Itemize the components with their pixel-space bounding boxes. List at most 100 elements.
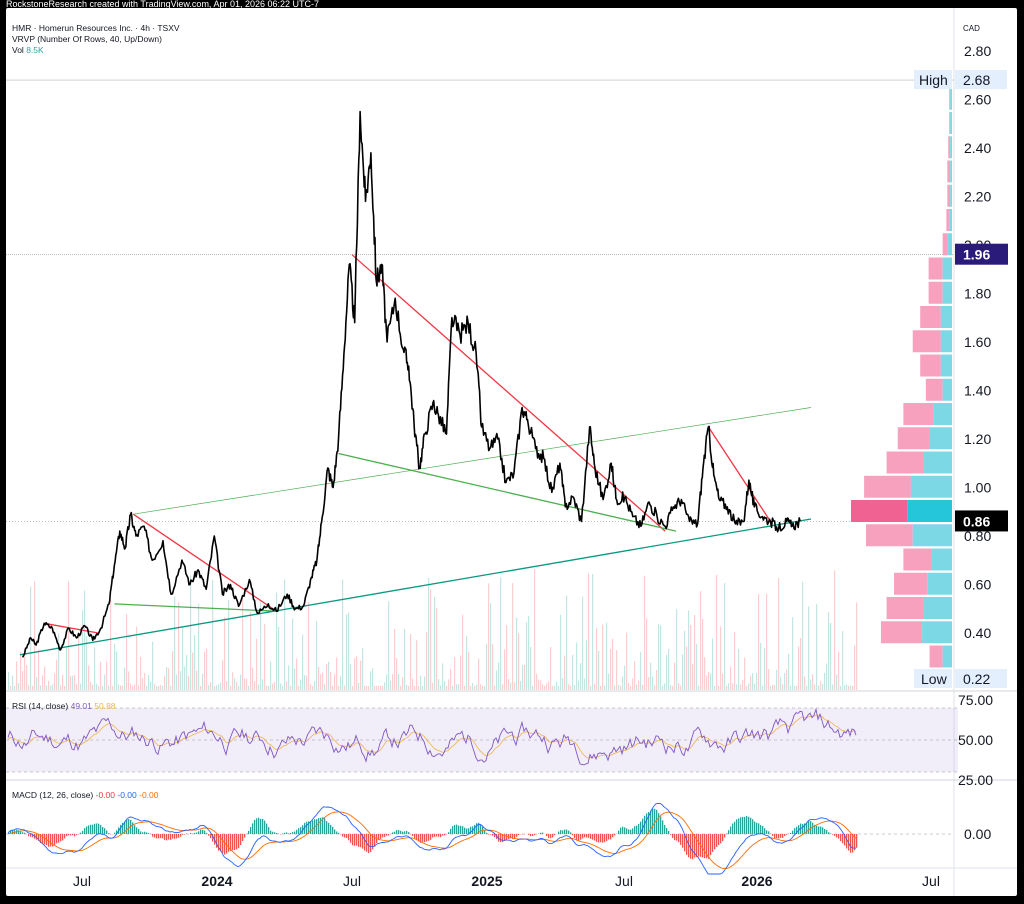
- volume-profile-up-bar: [912, 524, 952, 547]
- volume-bar: [810, 679, 812, 690]
- volume-bar: [596, 627, 598, 690]
- macd-hist-bar: [242, 834, 244, 842]
- macd-hist-bar: [540, 832, 542, 834]
- volume-profile-up-bar: [942, 645, 952, 668]
- macd-hist-bar: [730, 826, 732, 834]
- volume-bar: [796, 685, 798, 690]
- macd-hist-bar: [170, 834, 172, 840]
- volume-profile-down-bar: [894, 572, 928, 595]
- macd-hist-bar: [656, 809, 658, 834]
- macd-hist-bar: [802, 824, 804, 834]
- macd-hist-bar: [40, 834, 42, 844]
- rsi-ma-line: [7, 714, 857, 759]
- price-tick-label: 2.40: [964, 140, 991, 156]
- macd-hist-bar: [218, 834, 220, 851]
- macd-hist-bar: [584, 834, 586, 838]
- macd-hist-bar: [474, 824, 476, 834]
- volume-bar: [506, 625, 508, 690]
- volume-bar: [844, 685, 846, 690]
- macd-hist-bar: [44, 834, 46, 845]
- trendline-green-4: [114, 603, 277, 612]
- macd-hist-bar: [488, 834, 490, 835]
- volume-bar: [838, 651, 840, 690]
- macd-hist-bar: [490, 834, 492, 835]
- volume-bar: [28, 685, 30, 690]
- macd-hist-bar: [350, 834, 352, 843]
- volume-profile-up-bar: [940, 330, 952, 353]
- macd-hist-bar: [692, 834, 694, 860]
- macd-hist-bar: [762, 826, 764, 834]
- volume-bar: [148, 674, 150, 690]
- volume-bar: [74, 675, 76, 690]
- macd-hist-bar: [764, 828, 766, 834]
- macd-hist-bar: [598, 834, 600, 843]
- volume-profile-up-bar: [940, 354, 952, 377]
- volume-bar: [332, 686, 334, 690]
- volume-bar: [188, 675, 190, 690]
- macd-hist-bar: [838, 834, 840, 839]
- trendline-thin-green-6: [133, 407, 812, 515]
- volume-bar: [18, 683, 20, 690]
- volume-bar: [316, 621, 318, 690]
- macd-hist-bar: [650, 810, 652, 834]
- macd-hist-bar: [182, 834, 184, 835]
- macd-hist-bar: [784, 834, 786, 837]
- volume-bar: [260, 602, 262, 690]
- macd-hist-bar: [462, 826, 464, 834]
- volume-bar: [52, 684, 54, 690]
- macd-hist-bar: [506, 834, 508, 840]
- macd-hist-bar: [456, 824, 458, 834]
- macd-hist-bar: [360, 834, 362, 848]
- volume-bar: [674, 662, 676, 690]
- volume-bar: [390, 680, 392, 690]
- volume-profile-down-bar: [920, 354, 941, 377]
- macd-hist-bar: [532, 834, 534, 836]
- volume-bar: [442, 663, 444, 690]
- price-tick-label: 1.20: [964, 431, 991, 447]
- volume-bar: [504, 649, 506, 690]
- volume-bar: [842, 631, 844, 690]
- volume-bar: [802, 581, 804, 690]
- volume-bar: [828, 612, 830, 690]
- volume-bar: [198, 603, 200, 690]
- volume-bar: [770, 685, 772, 690]
- volume-bar: [162, 685, 164, 690]
- volume-bar: [370, 671, 372, 690]
- volume-bar: [752, 673, 754, 690]
- macd-hist-bar: [114, 832, 116, 834]
- volume-bar: [240, 674, 242, 690]
- macd-hist-bar: [136, 827, 138, 834]
- macd-hist-bar: [550, 834, 552, 839]
- macd-hist-bar: [608, 834, 610, 840]
- macd-signal-line: [7, 811, 857, 870]
- macd-hist-bar: [154, 834, 156, 838]
- time-tick-label: 2026: [741, 873, 772, 889]
- volume-bar: [792, 617, 794, 690]
- chart-canvas[interactable]: CAD2.802.602.402.202.001.801.601.401.201…: [6, 8, 1017, 896]
- chart-svg[interactable]: CAD2.802.602.402.202.001.801.601.401.201…: [6, 8, 1017, 896]
- macd-value-hist: -0.00: [95, 790, 115, 800]
- volume-bar: [758, 593, 760, 690]
- macd-hist-bar: [230, 834, 232, 851]
- volume-profile-down-bar: [928, 281, 943, 304]
- volume-bar: [814, 684, 816, 690]
- volume-bar: [738, 648, 740, 690]
- volume-bar: [492, 644, 494, 690]
- macd-hist-bar: [76, 834, 78, 836]
- volume-bar: [342, 579, 344, 690]
- volume-bar: [34, 581, 36, 690]
- volume-bar: [184, 666, 186, 690]
- macd-hist-bar: [774, 834, 776, 839]
- volume-profile-up-bar: [942, 281, 952, 304]
- macd-hist-bar: [100, 824, 102, 834]
- macd-hist-bar: [546, 834, 548, 837]
- volume-bar: [514, 682, 516, 690]
- macd-hist-bar: [418, 834, 420, 842]
- currency-label: CAD: [963, 24, 980, 33]
- volume-bar: [258, 684, 260, 690]
- macd-hist-bar: [804, 823, 806, 834]
- volume-bar: [706, 675, 708, 690]
- volume-bar: [824, 672, 826, 690]
- macd-hist-bar: [468, 828, 470, 834]
- macd-hist-bar: [850, 834, 852, 853]
